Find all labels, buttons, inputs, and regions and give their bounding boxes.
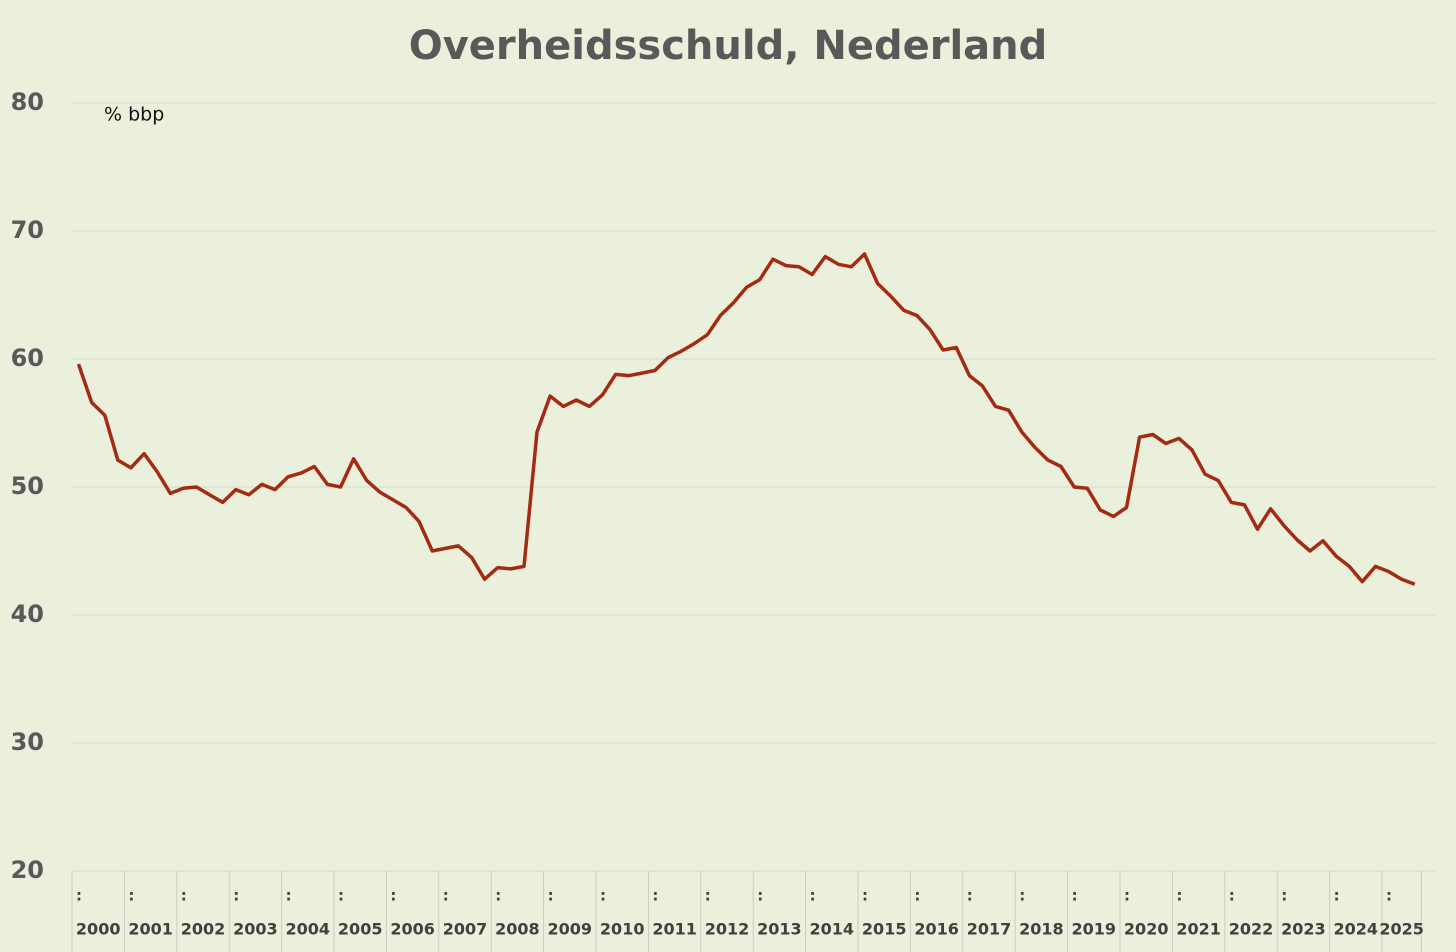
x-group-label: 2007 bbox=[443, 920, 488, 939]
x-group-label: 2001 bbox=[128, 920, 173, 939]
x-group-label: 2000 bbox=[76, 920, 121, 939]
quarter-label: : bbox=[757, 887, 763, 905]
x-group-label: 2025 bbox=[1379, 920, 1424, 939]
quarter-label: : bbox=[1072, 887, 1078, 905]
quarter-label: : bbox=[338, 887, 344, 905]
data-line bbox=[76, 252, 1416, 586]
x-group-label: 2010 bbox=[600, 920, 645, 939]
x-group-label: 2014 bbox=[810, 920, 855, 939]
x-group-label: 2021 bbox=[1176, 920, 1221, 939]
y-tick-label: 50 bbox=[11, 472, 44, 500]
x-group-label: 2022 bbox=[1229, 920, 1274, 939]
x-group-label: 2008 bbox=[495, 920, 540, 939]
quarter-label: : bbox=[1386, 887, 1392, 905]
chart-title: Overheidsschuld, Nederland bbox=[409, 23, 1048, 69]
x-group-label: 2009 bbox=[548, 920, 593, 939]
quarter-label: : bbox=[1281, 887, 1287, 905]
y-tick-label: 20 bbox=[11, 856, 44, 884]
quarter-label: : bbox=[181, 887, 187, 905]
x-group-label: 2020 bbox=[1124, 920, 1169, 939]
x-group-label: 2024 bbox=[1334, 920, 1379, 939]
quarter-label: : bbox=[233, 887, 239, 905]
x-group-label: 2015 bbox=[862, 920, 907, 939]
x-group-label: 2013 bbox=[757, 920, 802, 939]
quarter-label: : bbox=[600, 887, 606, 905]
x-group-label: 2018 bbox=[1019, 920, 1064, 939]
quarter-label: : bbox=[1334, 887, 1340, 905]
quarter-label: : bbox=[705, 887, 711, 905]
x-group-label: 2004 bbox=[286, 920, 331, 939]
quarter-label: : bbox=[1019, 887, 1025, 905]
x-group-label: 2017 bbox=[967, 920, 1012, 939]
x-group-label: 2003 bbox=[233, 920, 278, 939]
quarter-label: : bbox=[390, 887, 396, 905]
quarter-label: : bbox=[1229, 887, 1235, 905]
x-group-label: 2002 bbox=[181, 920, 226, 939]
y-tick-label: 30 bbox=[11, 728, 44, 756]
quarter-label: : bbox=[443, 887, 449, 905]
quarter-label: : bbox=[914, 887, 920, 905]
quarter-label: : bbox=[862, 887, 868, 905]
quarter-label: : bbox=[286, 887, 292, 905]
quarter-label: : bbox=[128, 887, 134, 905]
x-group-label: 2019 bbox=[1072, 920, 1117, 939]
y-tick-label: 40 bbox=[11, 600, 44, 628]
y-unit-label: % bbp bbox=[104, 104, 164, 126]
x-group-label: 2023 bbox=[1281, 920, 1326, 939]
quarter-label: : bbox=[810, 887, 816, 905]
quarter-label: : bbox=[1176, 887, 1182, 905]
quarter-label: : bbox=[652, 887, 658, 905]
quarter-label: : bbox=[967, 887, 973, 905]
quarter-label: : bbox=[1124, 887, 1130, 905]
quarter-label: : bbox=[76, 887, 82, 905]
x-group-label: 2012 bbox=[705, 920, 750, 939]
quarter-label: : bbox=[548, 887, 554, 905]
quarter-label: : bbox=[495, 887, 501, 905]
y-tick-label: 60 bbox=[11, 344, 44, 372]
y-tick-label: 80 bbox=[11, 88, 44, 116]
x-group-label: 2016 bbox=[914, 920, 959, 939]
x-group-label: 2005 bbox=[338, 920, 383, 939]
x-group-label: 2006 bbox=[390, 920, 435, 939]
x-group-label: 2011 bbox=[652, 920, 697, 939]
y-tick-label: 70 bbox=[11, 216, 44, 244]
